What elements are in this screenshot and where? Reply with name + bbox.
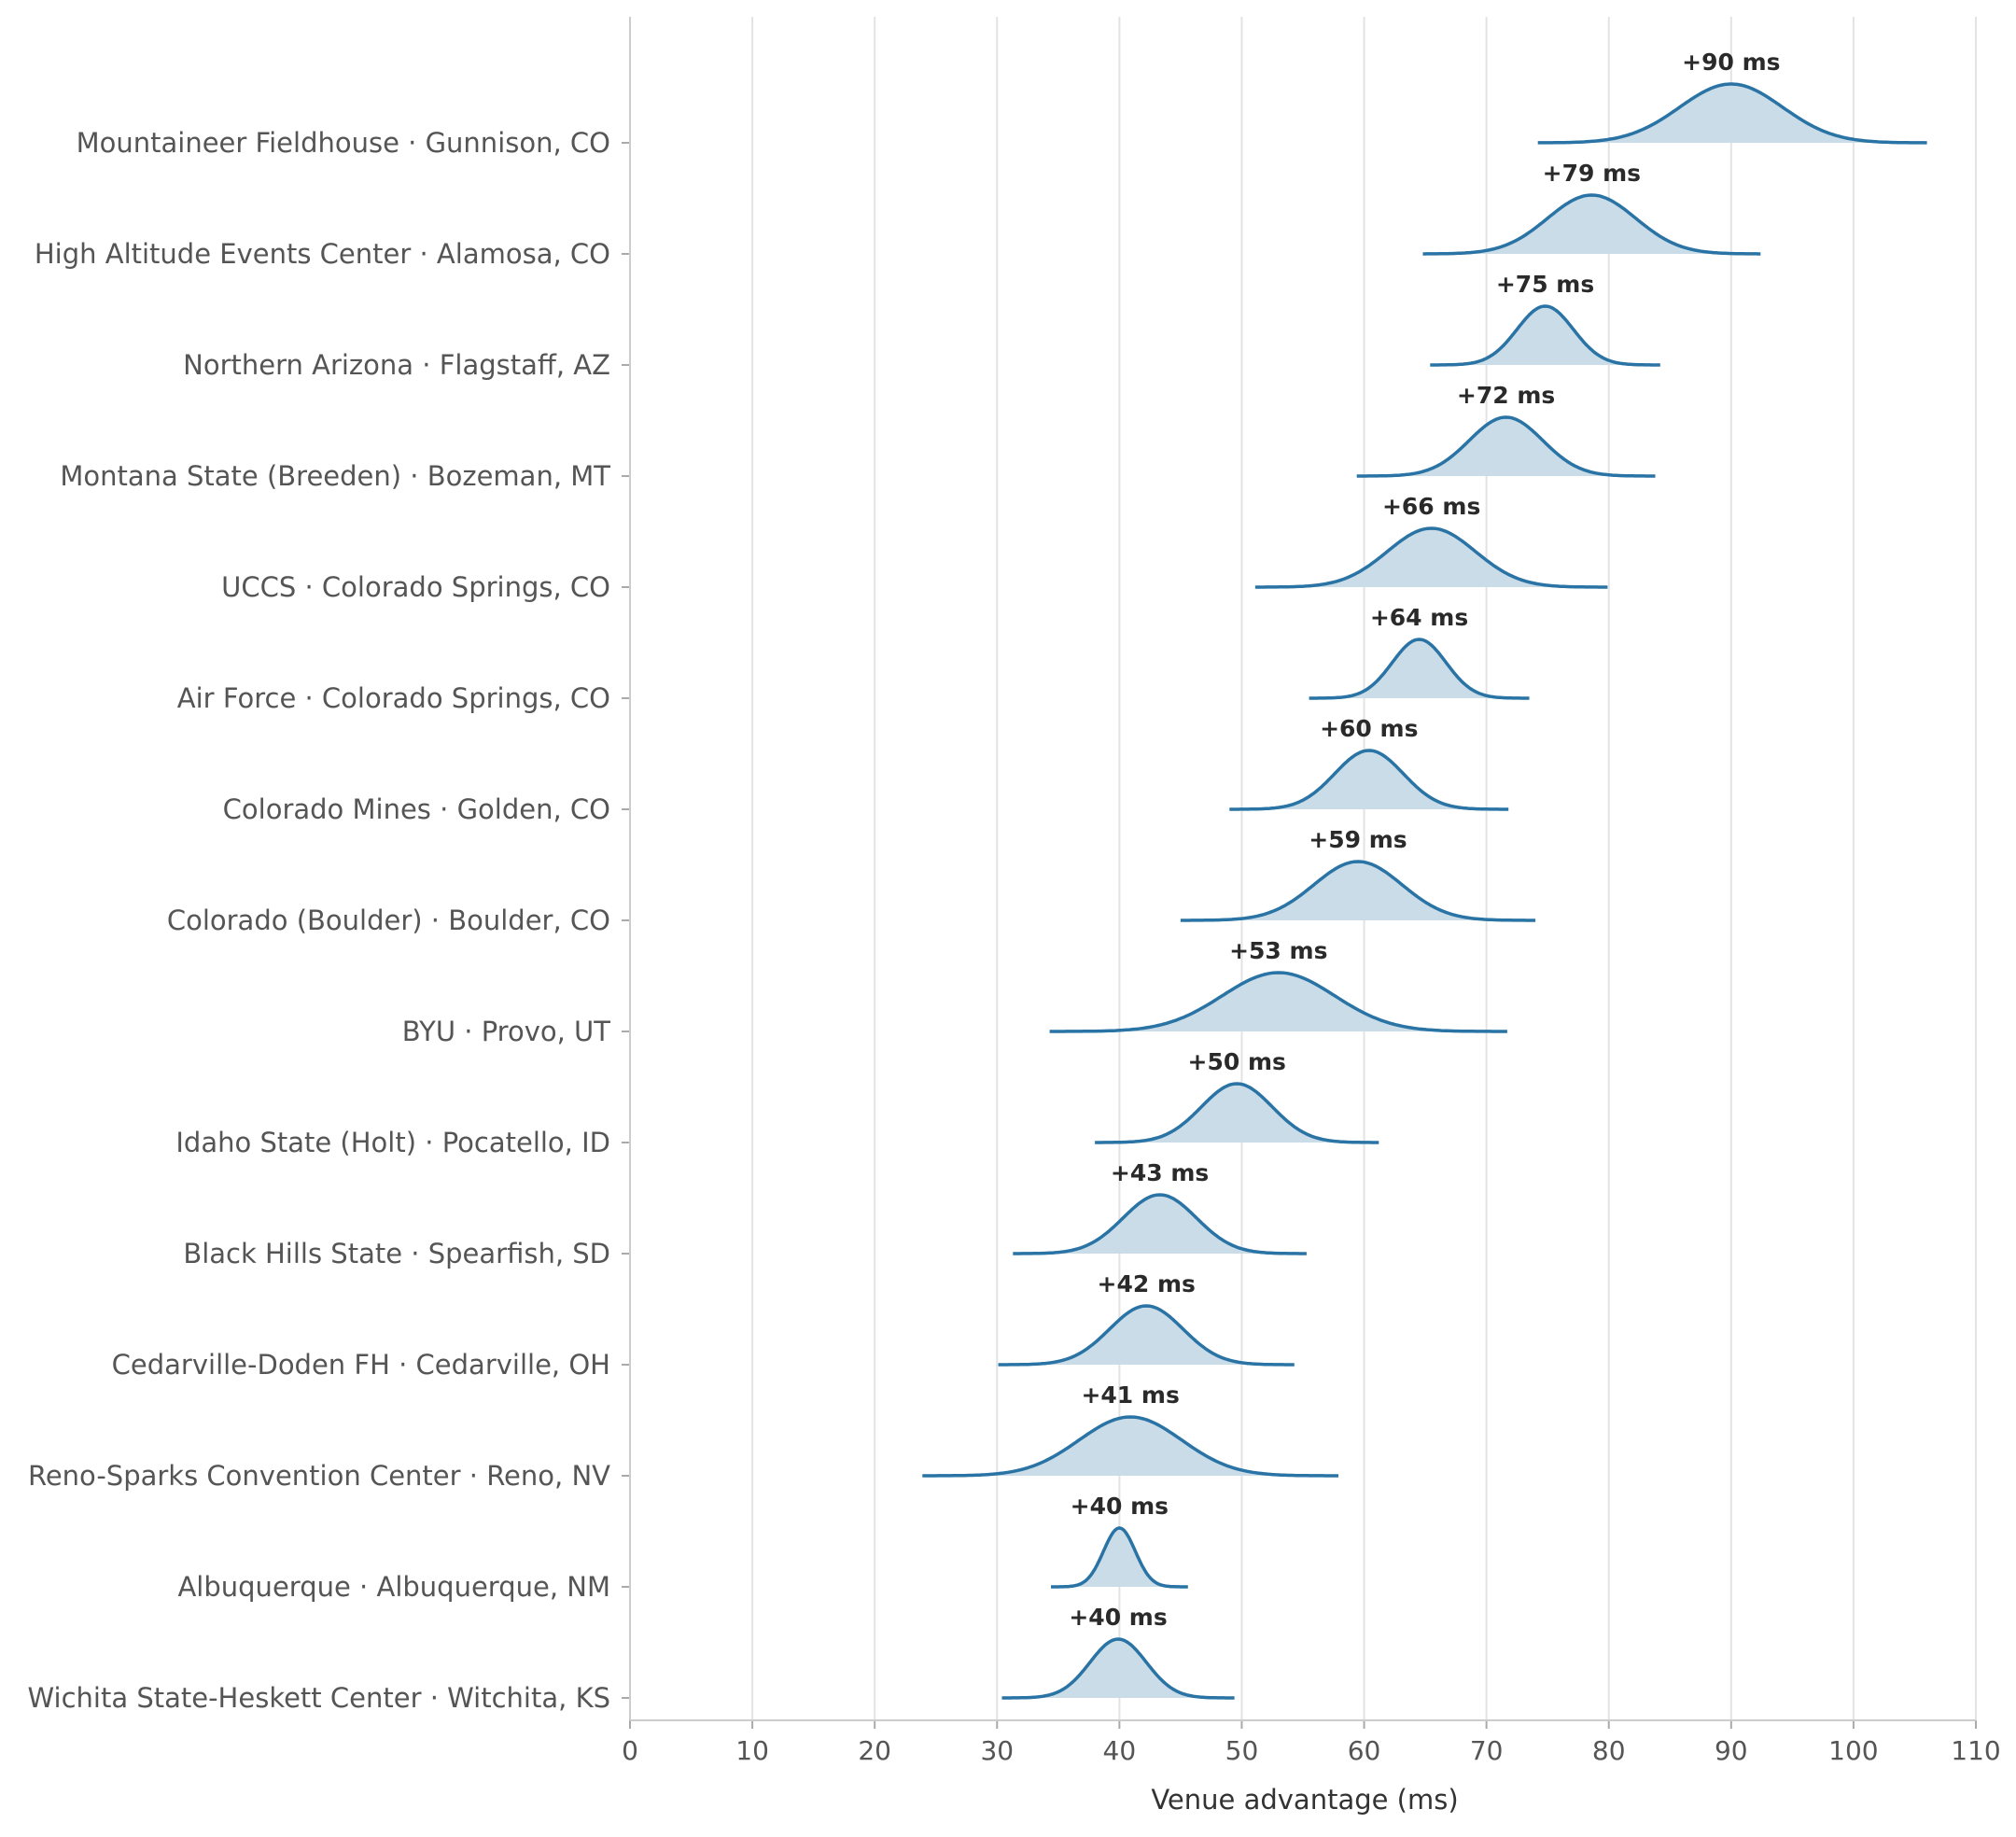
ridge-fill	[922, 1417, 1338, 1476]
ridge: +64 ms	[1309, 604, 1530, 700]
venue-label: UCCS · Colorado Springs, CO	[221, 571, 610, 603]
venue-label: Reno-Sparks Convention Center · Reno, NV	[28, 1460, 610, 1492]
ridge-fill	[1229, 750, 1509, 809]
ridge-line	[1180, 860, 1536, 922]
x-tick-label: 100	[1828, 1735, 1878, 1766]
ridge: +75 ms	[1430, 271, 1660, 367]
ridge-line	[1229, 749, 1509, 811]
x-tick-label: 10	[735, 1735, 769, 1766]
ridge: +79 ms	[1422, 160, 1761, 256]
ridge-line	[922, 1415, 1338, 1478]
venue-labels: Mountaineer Fieldhouse · Gunnison, CO Hig…	[28, 127, 630, 1714]
ridgeline-series: +90 ms +79 ms +75 ms +72 ms +66 ms +64 ms +60 …	[922, 49, 1927, 1700]
ridge-line	[1430, 304, 1660, 367]
ridge-fill	[1001, 1639, 1235, 1698]
peak-label: +50 ms	[1188, 1048, 1286, 1075]
vertical-gridlines	[629, 17, 1977, 1720]
venue-label: Albuquerque · Albuquerque, NM	[177, 1571, 610, 1603]
ridge-line	[1001, 1637, 1235, 1700]
x-tick-label: 50	[1225, 1735, 1259, 1766]
ridge-fill	[1180, 862, 1536, 920]
ridge-fill	[1254, 528, 1608, 587]
ridge: +72 ms	[1356, 382, 1656, 478]
ridge-fill	[1049, 973, 1507, 1031]
x-tick-label: 60	[1348, 1735, 1381, 1766]
venue-label: Montana State (Breeden) · Bozeman, MT	[60, 460, 610, 492]
ridge: +50 ms	[1095, 1048, 1379, 1144]
ridge-line	[1013, 1193, 1307, 1255]
ridge-fill	[1430, 306, 1660, 365]
x-tick-label: 90	[1715, 1735, 1748, 1766]
ridge-fill	[1013, 1195, 1307, 1254]
peak-label: +90 ms	[1682, 49, 1780, 76]
peak-label: +43 ms	[1111, 1159, 1209, 1186]
peak-label: +53 ms	[1229, 937, 1327, 964]
ridge: +90 ms	[1537, 49, 1927, 145]
venue-label: BYU · Provo, UT	[402, 1016, 610, 1047]
x-axis-title: Venue advantage (ms)	[1151, 1784, 1458, 1816]
peak-label: +40 ms	[1069, 1604, 1167, 1631]
ridge-line	[1309, 638, 1530, 700]
venue-label: Cedarville-Doden FH · Cedarville, OH	[112, 1349, 610, 1381]
x-tick-label: 80	[1592, 1735, 1626, 1766]
ridge-fill	[1537, 84, 1927, 143]
x-tick-label: 40	[1103, 1735, 1137, 1766]
peak-label: +60 ms	[1320, 715, 1418, 742]
peak-label: +64 ms	[1370, 604, 1468, 631]
ridge-line	[1095, 1082, 1379, 1144]
x-tick-label: 0	[622, 1735, 638, 1766]
ridge: +59 ms	[1180, 826, 1536, 922]
peak-label: +66 ms	[1382, 493, 1480, 520]
venue-label: Colorado Mines · Golden, CO	[223, 793, 610, 825]
ridge-fill	[1309, 639, 1530, 698]
venue-label: Black Hills State · Spearfish, SD	[183, 1238, 610, 1269]
x-tick-label: 70	[1470, 1735, 1504, 1766]
ridge: +42 ms	[998, 1270, 1295, 1367]
x-tick-label: 20	[858, 1735, 891, 1766]
venue-label: Northern Arizona · Flagstaff, AZ	[183, 349, 610, 381]
ridge-fill	[1356, 417, 1656, 476]
ridge: +43 ms	[1013, 1159, 1307, 1255]
peak-label: +79 ms	[1543, 160, 1641, 187]
ridge-fill	[1095, 1084, 1379, 1143]
peak-label: +41 ms	[1081, 1381, 1179, 1409]
x-axis: 0 10 20 30 40 50 60 70 80 90 100 110	[622, 17, 2001, 1766]
ridge: +40 ms	[1001, 1604, 1235, 1700]
ridge-line	[1537, 82, 1927, 145]
venue-label: High Altitude Events Center · Alamosa, C…	[35, 238, 610, 270]
peak-label: +72 ms	[1457, 382, 1555, 409]
ridge-line	[1356, 415, 1656, 478]
peak-label: +59 ms	[1309, 826, 1407, 853]
ridge-line	[1254, 526, 1608, 589]
x-tick-label: 30	[980, 1735, 1014, 1766]
venue-label: Air Force · Colorado Springs, CO	[177, 682, 610, 714]
peak-label: +75 ms	[1496, 271, 1594, 298]
ridge: +60 ms	[1229, 715, 1509, 811]
venue-label: Colorado (Boulder) · Boulder, CO	[167, 904, 610, 936]
ridge: +66 ms	[1254, 493, 1608, 589]
ridge: +53 ms	[1049, 937, 1507, 1033]
ridge-fill	[998, 1306, 1295, 1365]
ridge-line	[998, 1304, 1295, 1367]
ridge: +41 ms	[922, 1381, 1338, 1478]
venue-label: Idaho State (Holt) · Pocatello, ID	[175, 1127, 610, 1158]
ridge: +40 ms	[1050, 1493, 1189, 1589]
ridge-line	[1049, 971, 1507, 1033]
venue-label: Mountaineer Fieldhouse · Gunnison, CO	[77, 127, 610, 159]
venue-label: Wichita State-Heskett Center · Witchita,…	[28, 1682, 611, 1714]
ridge-line	[1050, 1526, 1189, 1589]
ridge-fill	[1051, 1528, 1188, 1587]
ridge-fill	[1422, 195, 1761, 254]
x-tick-label: 110	[1951, 1735, 2000, 1766]
peak-label: +40 ms	[1071, 1493, 1169, 1520]
peak-label: +42 ms	[1098, 1270, 1196, 1297]
ridge-line	[1422, 193, 1761, 256]
